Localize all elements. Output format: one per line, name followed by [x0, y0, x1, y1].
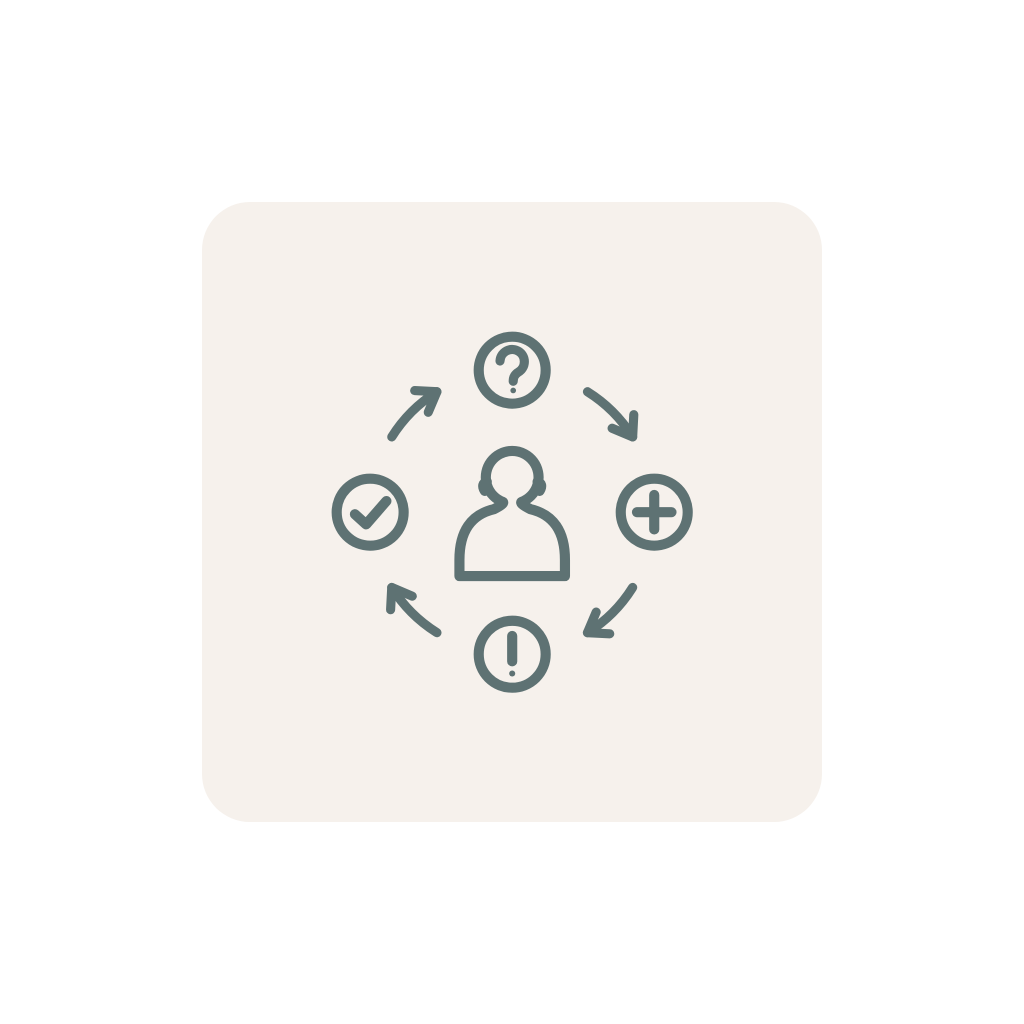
node-plus	[621, 479, 688, 546]
diagram-card	[202, 202, 822, 822]
process-cycle-diagram	[289, 289, 735, 735]
node-check	[336, 479, 403, 546]
exclamation-dot	[509, 670, 515, 676]
check-icon	[355, 501, 386, 524]
question-icon	[500, 349, 524, 381]
node-question	[479, 336, 546, 403]
person-icon	[459, 451, 565, 576]
question-dot	[510, 387, 516, 393]
node-exclamation	[479, 621, 546, 688]
